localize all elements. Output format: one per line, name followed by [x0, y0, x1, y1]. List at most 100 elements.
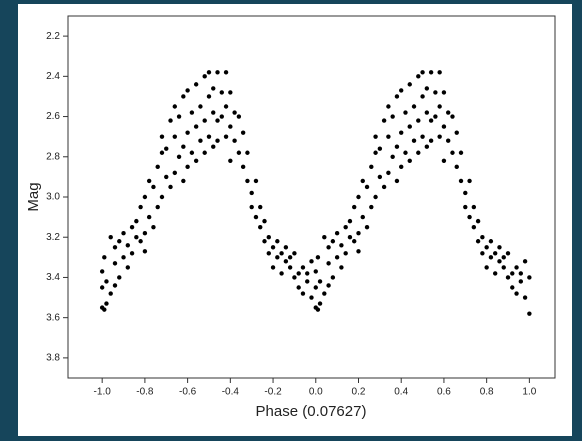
data-point — [390, 114, 395, 119]
data-point — [450, 150, 455, 155]
data-point — [458, 178, 464, 184]
panel — [18, 4, 572, 436]
y-tick-label: 3.0 — [46, 192, 60, 203]
data-point — [138, 204, 143, 210]
data-point — [185, 164, 190, 170]
data-point — [262, 218, 267, 224]
data-point — [129, 224, 135, 230]
data-point — [416, 118, 421, 123]
data-point — [334, 231, 340, 236]
data-point — [108, 235, 113, 240]
data-point — [463, 190, 468, 196]
data-point — [305, 271, 310, 276]
data-point — [467, 178, 472, 184]
data-point — [219, 114, 224, 119]
data-point — [373, 194, 378, 200]
data-point — [364, 184, 370, 190]
data-point — [219, 90, 224, 95]
data-point — [475, 218, 481, 224]
data-point — [270, 245, 276, 250]
data-point — [488, 255, 494, 260]
data-point — [112, 245, 118, 250]
data-point — [394, 178, 400, 184]
data-point — [315, 307, 321, 312]
data-point — [326, 245, 331, 250]
data-point — [471, 224, 477, 230]
data-point — [168, 118, 173, 123]
data-point — [185, 130, 190, 135]
data-point — [330, 275, 336, 280]
data-point — [159, 150, 165, 155]
data-point — [172, 134, 177, 139]
data-point — [266, 251, 271, 256]
data-point — [492, 251, 498, 256]
data-point — [287, 265, 293, 270]
data-point — [497, 245, 502, 250]
data-point — [266, 235, 271, 240]
data-point — [296, 285, 301, 290]
data-point — [416, 74, 421, 79]
data-point — [193, 158, 199, 163]
data-point — [467, 214, 472, 220]
data-point — [315, 255, 321, 260]
data-point — [347, 218, 353, 224]
data-point — [441, 90, 447, 95]
data-point — [399, 130, 404, 135]
data-point — [159, 134, 165, 139]
data-point — [322, 235, 327, 240]
data-point — [249, 204, 254, 210]
data-point — [206, 94, 212, 99]
data-point — [164, 146, 169, 151]
y-tick-label: 2.8 — [46, 151, 60, 162]
data-point — [522, 295, 528, 300]
data-point — [129, 251, 135, 256]
data-point — [450, 114, 455, 119]
data-point — [390, 154, 395, 159]
data-point — [446, 110, 451, 115]
data-point — [159, 194, 165, 200]
y-tick-label: 2.4 — [46, 71, 60, 82]
data-point — [151, 224, 156, 230]
data-point — [488, 239, 494, 244]
data-point — [104, 279, 109, 284]
data-point — [151, 184, 156, 190]
data-point — [211, 110, 216, 115]
data-point — [258, 204, 263, 210]
data-point — [475, 239, 481, 244]
data-point — [446, 138, 451, 143]
data-point — [215, 118, 220, 123]
data-point — [146, 214, 152, 220]
data-point — [411, 104, 417, 109]
data-point — [112, 283, 118, 288]
data-point — [125, 243, 131, 248]
data-point — [275, 255, 280, 260]
data-point — [138, 239, 143, 244]
data-point — [501, 265, 506, 270]
data-point — [505, 275, 511, 280]
data-point — [223, 104, 229, 109]
data-point — [386, 104, 391, 109]
data-point — [454, 164, 459, 170]
data-point — [134, 235, 139, 240]
data-point — [322, 291, 327, 296]
data-point — [326, 283, 331, 288]
y-tick-label: 3.2 — [46, 232, 60, 243]
data-point — [232, 138, 237, 143]
data-point — [249, 190, 254, 196]
data-point — [381, 184, 387, 190]
data-point — [283, 245, 289, 250]
data-point — [343, 251, 348, 256]
data-point — [407, 82, 412, 87]
data-point — [463, 204, 468, 210]
data-point — [121, 255, 126, 260]
data-point — [125, 265, 131, 270]
data-point — [394, 94, 400, 99]
data-point — [279, 271, 284, 276]
data-point — [215, 138, 220, 143]
data-point — [492, 271, 498, 276]
data-point — [458, 150, 464, 155]
data-point — [403, 150, 408, 155]
data-point — [424, 86, 430, 91]
